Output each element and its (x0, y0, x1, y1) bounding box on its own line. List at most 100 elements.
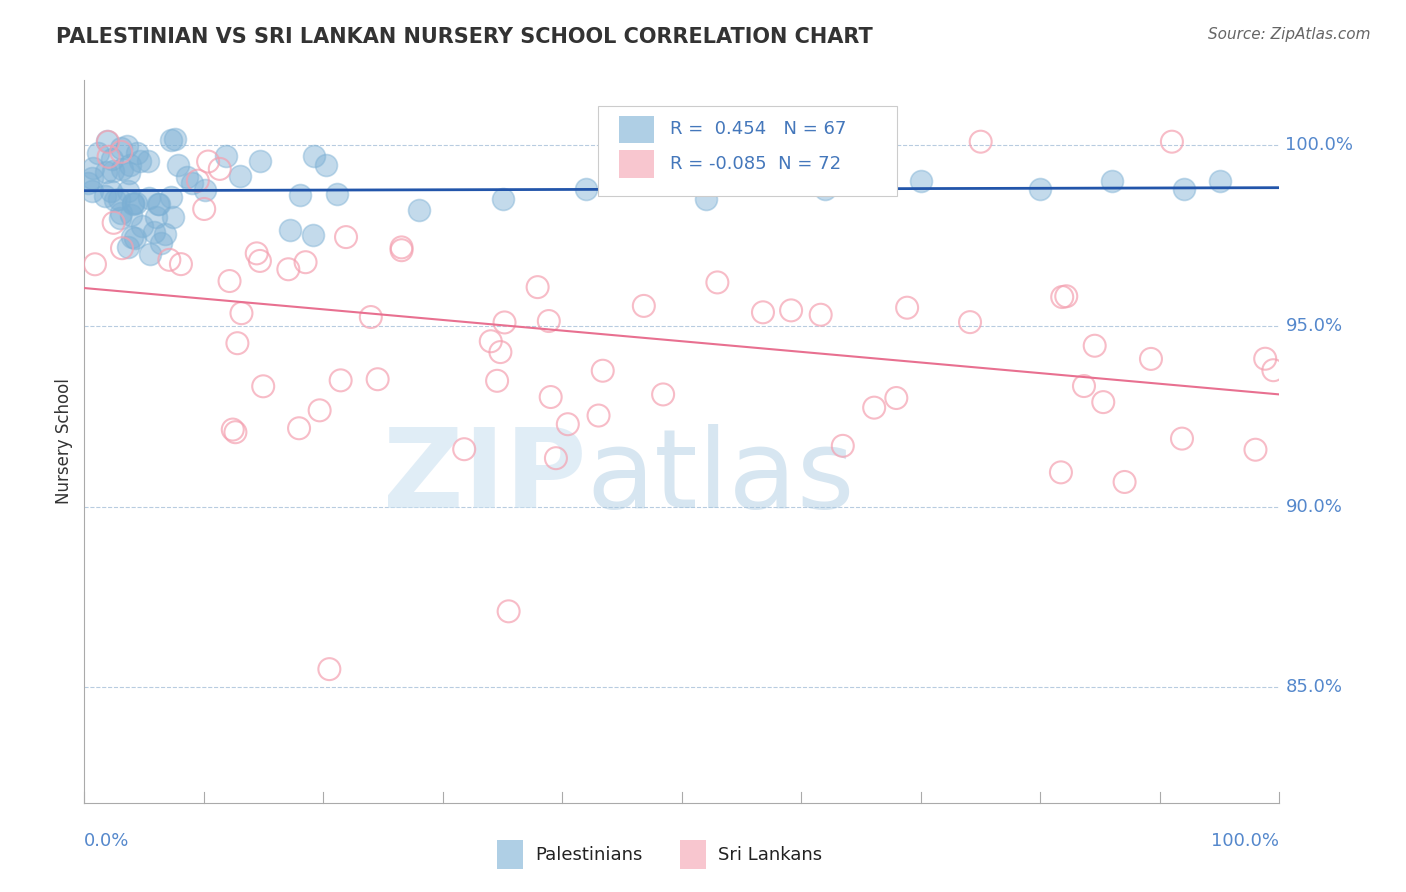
Point (1161, 135, 1184, 149)
Point (652, 387, 675, 401)
Point (121, 230, 143, 244)
Point (1073, 379, 1095, 393)
Point (498, 604, 520, 618)
Point (80, 184, 103, 198)
Point (489, 345, 512, 359)
Point (252, 379, 274, 393)
Point (288, 187, 311, 202)
Point (138, 246, 160, 260)
Point (575, 182, 598, 196)
Point (77, 176, 100, 190)
Point (131, 219, 153, 233)
Point (486, 374, 509, 388)
Point (814, 182, 837, 196)
Point (118, 166, 141, 180)
Text: 95.0%: 95.0% (1285, 317, 1343, 334)
Point (360, 310, 382, 324)
Point (752, 305, 775, 319)
Point (84, 257, 107, 271)
Text: 90.0%: 90.0% (1285, 498, 1343, 516)
Point (326, 186, 349, 201)
Point (526, 280, 548, 294)
Text: R =  0.454   N = 67: R = 0.454 N = 67 (671, 120, 846, 138)
Point (226, 336, 249, 351)
Point (1084, 339, 1107, 353)
Text: ZIP: ZIP (382, 425, 586, 531)
Point (124, 231, 146, 245)
Bar (619, 116, 654, 143)
Point (329, 373, 352, 387)
Point (302, 227, 325, 242)
Point (153, 227, 176, 241)
Point (302, 149, 325, 163)
Point (142, 225, 165, 239)
Point (127, 145, 149, 160)
Point (537, 314, 560, 328)
Point (228, 169, 250, 184)
Point (150, 235, 173, 250)
Point (1263, 363, 1285, 377)
Bar (619, 151, 654, 178)
Point (294, 255, 316, 269)
Point (315, 158, 337, 172)
Point (492, 193, 515, 207)
FancyBboxPatch shape (599, 105, 897, 196)
Point (128, 154, 150, 169)
Text: 85.0%: 85.0% (1285, 678, 1343, 696)
Point (148, 197, 170, 211)
Point (157, 252, 180, 267)
Point (118, 158, 141, 172)
Bar (496, 840, 523, 870)
Point (224, 425, 246, 440)
Point (335, 230, 357, 244)
Point (115, 138, 138, 153)
Text: Palestinians: Palestinians (534, 846, 643, 863)
Point (1092, 395, 1115, 409)
Point (138, 192, 160, 206)
Point (588, 409, 610, 423)
Point (136, 153, 159, 168)
Point (122, 195, 145, 210)
Point (1050, 290, 1073, 304)
Point (218, 274, 240, 288)
Point (97, 150, 120, 164)
Point (108, 192, 131, 206)
Point (810, 308, 832, 322)
Text: Sri Lankans: Sri Lankans (718, 846, 823, 863)
Point (249, 154, 271, 169)
Point (100, 185, 122, 199)
Point (633, 299, 655, 313)
Point (1029, 182, 1052, 196)
Point (167, 158, 190, 172)
Point (1050, 466, 1073, 480)
Point (318, 662, 340, 676)
Point (408, 203, 430, 218)
Point (479, 334, 502, 349)
Point (222, 423, 245, 437)
Point (170, 257, 193, 271)
Point (706, 276, 728, 290)
Point (82, 171, 104, 186)
Point (208, 161, 231, 176)
Point (197, 154, 219, 169)
Text: Source: ZipAtlas.com: Source: ZipAtlas.com (1208, 27, 1371, 42)
Point (494, 315, 516, 329)
Point (165, 131, 187, 145)
Point (187, 174, 209, 188)
Point (162, 210, 184, 224)
Bar (679, 840, 706, 870)
Point (1140, 351, 1163, 366)
Point (194, 184, 217, 198)
Point (110, 162, 132, 177)
Text: atlas: atlas (586, 425, 855, 531)
Point (110, 145, 132, 159)
Point (453, 442, 475, 457)
Point (391, 240, 413, 254)
Point (308, 403, 330, 417)
Point (145, 210, 167, 224)
Point (110, 141, 132, 155)
Point (108, 211, 131, 225)
Point (277, 262, 299, 277)
Point (1173, 182, 1195, 196)
Point (110, 205, 132, 219)
